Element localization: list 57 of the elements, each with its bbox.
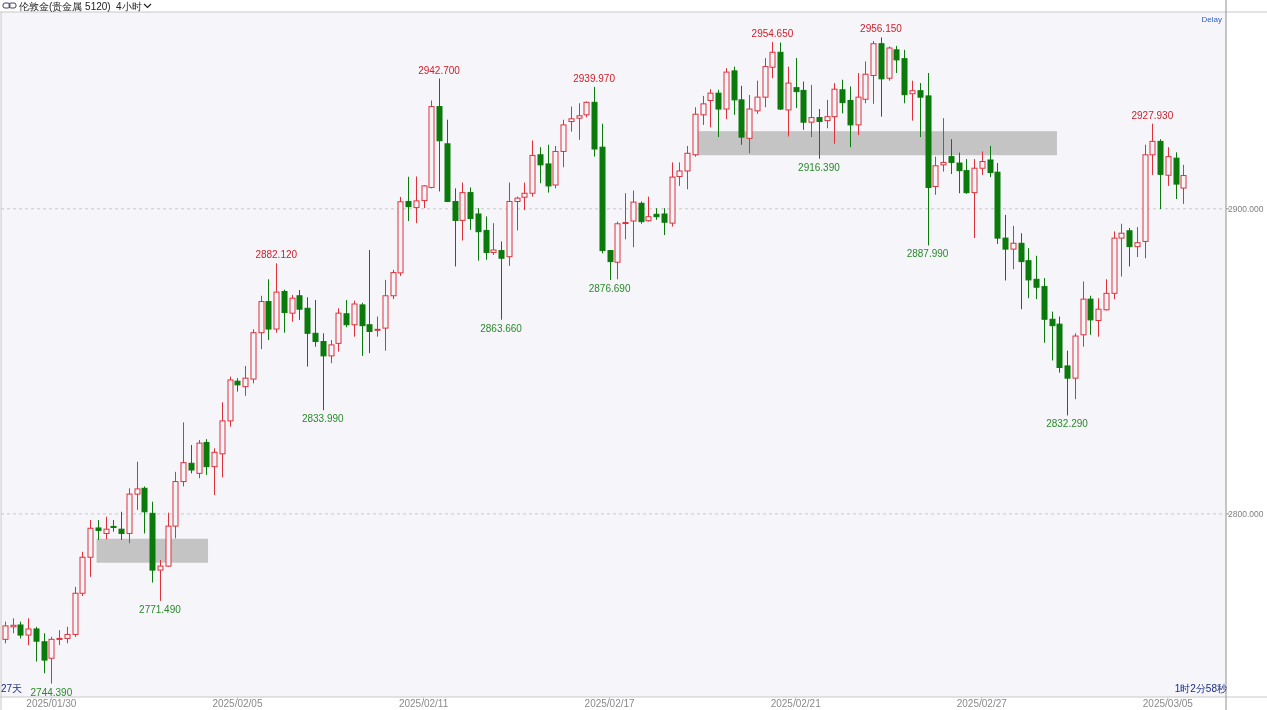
annotation: 2882.120	[255, 249, 298, 261]
candlestick	[816, 108, 823, 160]
candlestick	[498, 240, 505, 321]
y-tick-label: 2800.000	[1228, 508, 1264, 519]
candlestick	[1010, 225, 1017, 270]
candlestick	[909, 80, 916, 122]
x-tick-label: 2025/02/21	[770, 698, 822, 709]
y-tick-label: 2900.000	[1228, 203, 1264, 214]
annotation: 2876.690	[588, 282, 631, 294]
annotation: 2771.490	[139, 603, 182, 615]
x-tick-label: 2025/02/27	[956, 698, 1008, 709]
candlestick	[405, 176, 412, 222]
candlestick	[188, 444, 195, 474]
annotation: 1时2分58秒	[1174, 683, 1227, 694]
chart-title: 伦敦金(贵金属 5120)	[19, 0, 111, 12]
candlestick	[25, 617, 32, 646]
candlestick	[645, 196, 652, 223]
x-tick-label: 2025/02/17	[584, 698, 636, 709]
candlestick	[95, 519, 102, 541]
candlestick	[490, 222, 497, 256]
candlestick	[808, 84, 815, 138]
annotation: 2916.390	[798, 161, 841, 173]
candlestick	[707, 88, 714, 128]
annotation: 2939.970	[573, 72, 616, 84]
x-tick-label: 2025/02/05	[212, 698, 263, 709]
candlestick	[281, 289, 288, 334]
candlestick	[374, 316, 381, 338]
annotation: 2887.990	[906, 248, 949, 260]
candlestick	[289, 294, 296, 323]
candlestick	[351, 300, 358, 338]
text: Delay	[1201, 15, 1222, 24]
annotation: 2832.290	[1046, 418, 1089, 430]
candlestick	[103, 516, 110, 540]
annotation: 2927.930	[1131, 109, 1174, 121]
candlestick	[638, 200, 645, 225]
candlestick	[1134, 226, 1141, 258]
x-tick-label: 2025/01/30	[26, 698, 77, 709]
candlestick	[1087, 295, 1094, 336]
candlestick	[630, 190, 637, 248]
candlestick	[328, 339, 335, 364]
x-tick-label: 2025/02/11	[398, 698, 449, 709]
annotation: 2954.650	[751, 28, 794, 40]
candlestick	[118, 511, 125, 541]
annotation: 2833.990	[301, 413, 345, 425]
x-tick-label: 2025/03/05	[1142, 698, 1194, 709]
annotation: 2956.150	[860, 23, 903, 35]
annotation: 2863.660	[480, 322, 523, 334]
annotation: 2744.390	[30, 686, 73, 698]
candlestick	[1126, 227, 1133, 267]
candlestick	[141, 485, 148, 534]
candlestick	[343, 299, 350, 328]
candlestick	[715, 89, 722, 138]
annotation: 27天	[1, 683, 23, 694]
candlestick	[1165, 146, 1172, 187]
chart-subtitle: 4小时	[116, 0, 142, 12]
candlestick	[1180, 164, 1187, 205]
annotation: 2942.700	[418, 64, 461, 76]
